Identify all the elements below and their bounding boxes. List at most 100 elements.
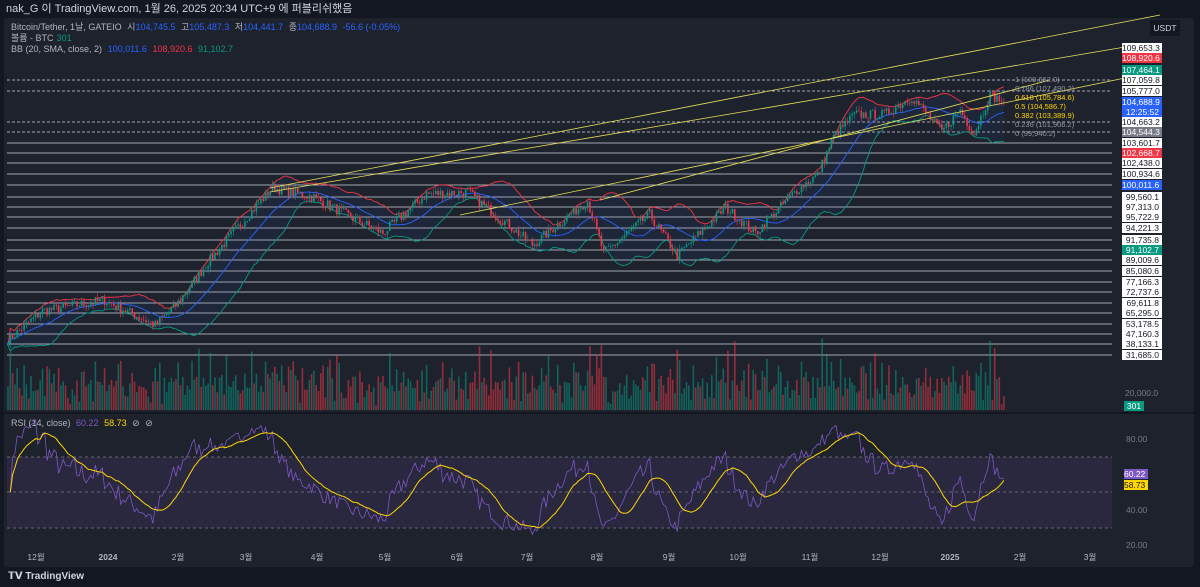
candle-body [980,115,982,126]
hide-icon[interactable]: ⊘ [145,418,153,428]
currency-button[interactable]: USDT [1150,20,1180,36]
volume-bar [954,381,957,410]
hide-icon[interactable]: ⊘ [132,418,140,428]
volume-bar [499,389,501,410]
candle-body [591,212,593,219]
candle-body [117,302,120,310]
candle-body [890,113,892,114]
volume-bar [92,401,94,410]
volume-bar [21,395,23,410]
volume-bar [94,361,97,410]
candle-body [570,213,573,215]
volume-bar [545,375,547,410]
volume-bar [791,389,794,410]
volume-bar [322,365,324,410]
candle-body [913,101,915,104]
candle-body [915,100,918,104]
volume-legend[interactable]: 볼륨 - BTC 301 [11,33,75,43]
volume-bar [727,350,729,410]
candle-body [961,109,964,116]
rsi-legend[interactable]: RSI (14, close) 60.22 58.73 ⊘ ⊘ [11,418,156,428]
volume-bar [550,386,552,410]
candle-body [421,198,423,204]
candle-body [499,220,501,223]
volume-bar [713,398,715,410]
volume-bar [991,399,994,410]
volume-bar [37,389,39,410]
volume-bar [44,395,46,410]
candle-body [814,175,817,178]
candle-body [970,130,973,135]
rsi-value: 60.22 [76,418,99,428]
volume-bar [271,372,274,410]
candle-body [377,227,380,233]
fib-level-label: 0.236 (101,906.2) [1015,120,1075,129]
volume-bar [651,363,653,410]
candle-body [322,200,324,208]
volume-bar [628,398,630,410]
candle-body [855,110,858,113]
candle-body [757,231,759,235]
volume-bar [780,372,782,410]
price-label: 47,160.3 [1122,329,1162,339]
volume-bar [878,393,881,410]
symbol-legend[interactable]: Bitcoin/Tether, 1날, GATEIO 시104,745.5 고1… [11,22,403,32]
candle-body [876,119,879,120]
candle-body [982,115,984,116]
candle-body [168,312,170,315]
volume-bar [198,348,200,410]
time-tick: 12월 [871,552,889,562]
volume-bar [333,400,336,410]
volume-bar [205,385,207,410]
candle-body [621,237,623,240]
candle-body [21,329,23,331]
trend-line [269,46,1126,193]
volume-bar [428,398,430,410]
candle-body [453,190,455,196]
chart-panel[interactable] [4,18,1194,567]
price-label: 104,544.3 [1122,127,1162,137]
candle-body [237,224,239,226]
volume-bar [352,376,354,410]
volume-bar [554,392,557,410]
volume-bar [232,380,235,410]
bb-lower-value: 91,102.7 [198,44,234,54]
volume-bar [483,377,485,410]
volume-last-label: 301 [1124,401,1144,411]
volume-bar [124,395,127,410]
volume-bar [745,396,748,410]
volume-bar [784,387,787,410]
candle-body [340,206,343,209]
volume-bar [326,366,329,410]
bb-legend[interactable]: BB (20, SMA, close, 2) 100,011.6 108,920… [11,44,236,54]
candle-body [892,113,895,114]
candle-body [550,227,552,231]
candle-body [198,271,200,282]
candle-body [598,227,600,236]
candle-body [60,307,62,313]
candle-body [267,191,269,196]
candle-body [731,209,734,214]
candle-body [83,300,85,306]
price-label: 91,102.7 [1122,245,1162,255]
candle-body [283,185,285,189]
candle-body [207,266,209,269]
volume-bar [773,386,775,410]
candle-body [108,301,110,304]
volume-bar [113,386,115,410]
candle-body [579,208,582,209]
candle-body [648,209,651,212]
volume-bar [67,397,69,410]
candle-body [297,188,299,193]
tradingview-logo[interactable]: 𝗧𝗩 TradingView [8,571,84,583]
volume-bar [977,375,980,410]
candle-body [531,240,534,247]
candle-body [667,233,669,239]
candle-body [540,234,543,243]
candle-body [589,201,591,213]
volume-bar [53,373,55,410]
volume-bar [506,398,508,410]
candle-body [895,107,897,114]
volume-bar [460,388,462,410]
